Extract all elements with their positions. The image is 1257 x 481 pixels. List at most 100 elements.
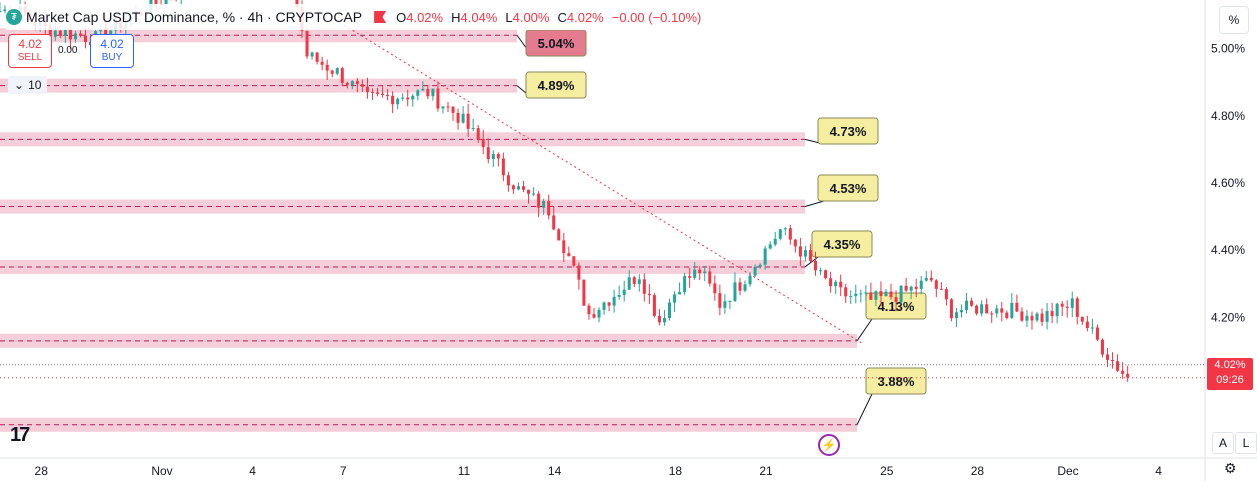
candle-body-129 [632,277,636,284]
candle-body-112 [547,200,551,216]
ohlc-high: H4.04% [451,9,498,25]
candle-body-66 [315,52,319,62]
candle-body-204 [1010,302,1014,319]
candle-body-110 [537,193,541,208]
candle-body-86 [416,90,420,96]
candle-body-140 [688,276,692,278]
level-zone-5 [0,333,857,348]
ohlc-low: L4.00% [505,9,550,25]
x-tick-label-4: 11 [458,464,471,478]
candle-body-218 [1080,316,1084,322]
log-scale-button[interactable]: L [1235,432,1257,454]
candle-body-88 [426,88,430,97]
volume-value: 10 [28,78,42,92]
candle-body-125 [612,296,616,306]
candle-body-93 [451,106,455,113]
candle-body-64 [305,30,309,57]
percent-scale-button[interactable]: % [1219,6,1249,34]
candle-body-221 [1095,327,1099,340]
level-label-3: 4.53% [830,181,867,196]
candle-body-117 [572,256,576,266]
candle-body-109 [532,193,536,195]
candle-body-122 [597,309,601,318]
symbol-title[interactable]: Market Cap USDT Dominance, % · 4h · CRYP… [26,9,363,25]
sell-button[interactable]: 4.02 SELL [8,34,52,68]
candle-body-156 [768,244,772,249]
candle-body-173 [854,293,858,297]
y-tick-label-1: 4.80% [1211,109,1245,123]
candle-body-147 [723,301,727,308]
candle-body-193 [954,312,958,319]
lightning-icon[interactable]: ⚡ [818,434,840,456]
candle-body-83 [401,97,405,99]
candle-body-168 [829,278,833,287]
candle-body-75 [360,84,364,87]
candle-body-212 [1050,311,1054,317]
candle-body-108 [527,189,531,194]
flag-icon[interactable] [374,11,387,23]
candle-body-105 [511,185,515,190]
candle-body-189 [934,280,938,289]
tradingview-logo-icon[interactable]: 17 [10,424,30,446]
candle-body-128 [627,277,631,290]
candle-body-36 [164,0,168,5]
candle-body-174 [859,293,863,295]
level-zone-1 [0,78,517,93]
candle-body-171 [844,287,848,297]
auto-scale-button[interactable]: A [1212,432,1234,454]
candle-body-201 [995,308,999,314]
plot-background [0,0,1205,458]
candle-body-169 [834,281,838,287]
candle-body-99 [481,139,485,148]
candle-body-95 [461,113,465,123]
candle-body-184 [909,286,913,291]
volume-toggle[interactable]: ⌄ 10 [8,76,48,94]
settings-gear-icon[interactable]: ⚙ [1224,460,1237,476]
candle-body-67 [320,61,324,65]
candle-body-195 [965,300,969,311]
candle-body-217 [1075,298,1079,317]
candle-body-178 [879,291,883,297]
candle-body-137 [673,294,677,303]
candle-body-142 [698,269,702,274]
candle-body-198 [980,304,984,314]
candle-body-91 [441,106,445,109]
candle-body-172 [849,296,853,298]
candle-body-14 [53,30,57,37]
x-tick-label-7: 21 [759,464,773,478]
candle-body-13 [48,25,52,37]
candle-body-181 [894,297,898,303]
candle-body-219 [1085,321,1089,328]
buy-price: 4.02 [100,37,124,51]
level-leader-5 [856,318,873,342]
buy-button[interactable]: 4.02 BUY [90,34,134,68]
candle-body-220 [1090,327,1094,329]
candle-body-70 [335,68,339,74]
candle-body-208 [1030,315,1034,321]
candle-body-162 [798,246,802,257]
x-tick-label-10: Dec [1057,464,1078,478]
ohlc-close: C4.02% [557,9,604,25]
candle-body-153 [753,266,757,276]
level-bubble-4 [811,230,873,258]
candle-body-74 [355,81,359,85]
x-tick-label-2: 4 [249,464,256,478]
candle-body-76 [365,86,369,92]
candle-body-210 [1040,313,1044,322]
candle-body-176 [869,292,873,300]
candle-body-224 [1111,359,1115,362]
candle-body-131 [642,279,646,294]
candle-body-192 [949,299,953,319]
candle-body-16 [63,29,67,37]
chevron-down-icon: ⌄ [14,78,25,92]
candle-body-146 [718,293,722,308]
x-tick-label-9: 28 [971,464,985,478]
candle-body-215 [1065,306,1069,308]
candle-body-188 [929,277,933,281]
candle-body-124 [607,302,611,306]
candle-body-160 [788,228,792,240]
candle-body-155 [763,248,767,265]
candle-body-167 [824,270,828,279]
